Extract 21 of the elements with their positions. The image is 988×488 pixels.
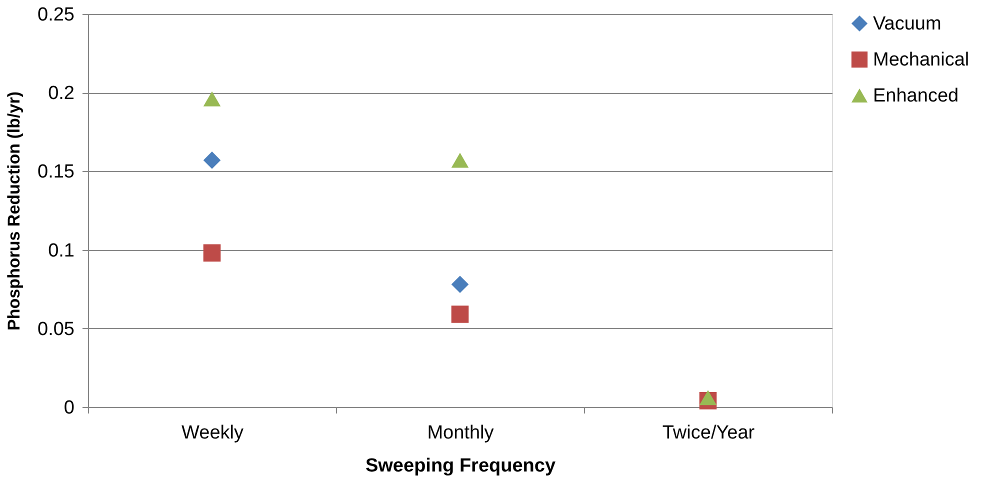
y-tick-label: 0.2: [48, 83, 74, 104]
point: [451, 306, 469, 323]
y-tick-label: 0: [64, 398, 74, 418]
point: [203, 152, 221, 169]
y-tick-label: 0.05: [38, 318, 74, 340]
y-axis-title: Phosphorus Reduction (lb/yr): [4, 92, 24, 330]
x-tick-label: Weekly: [182, 422, 244, 444]
y-tick-label: 0.25: [38, 4, 74, 26]
y-tick-label: 0.15: [38, 162, 74, 183]
point: [451, 276, 469, 294]
point: [203, 244, 221, 262]
y-tick-label: 0.1: [48, 240, 74, 262]
x-axis-title: Sweeping Frequency: [365, 456, 556, 476]
point: [203, 91, 221, 106]
point: [451, 152, 469, 168]
x-tick-label: Monthly: [427, 422, 494, 444]
legend-label: Mechanical: [873, 50, 970, 70]
legend-label: Vacuum: [873, 14, 942, 34]
point: [699, 390, 717, 406]
legend-label: Enhanced: [873, 86, 959, 106]
x-tick-label: Twice/Year: [662, 422, 756, 444]
